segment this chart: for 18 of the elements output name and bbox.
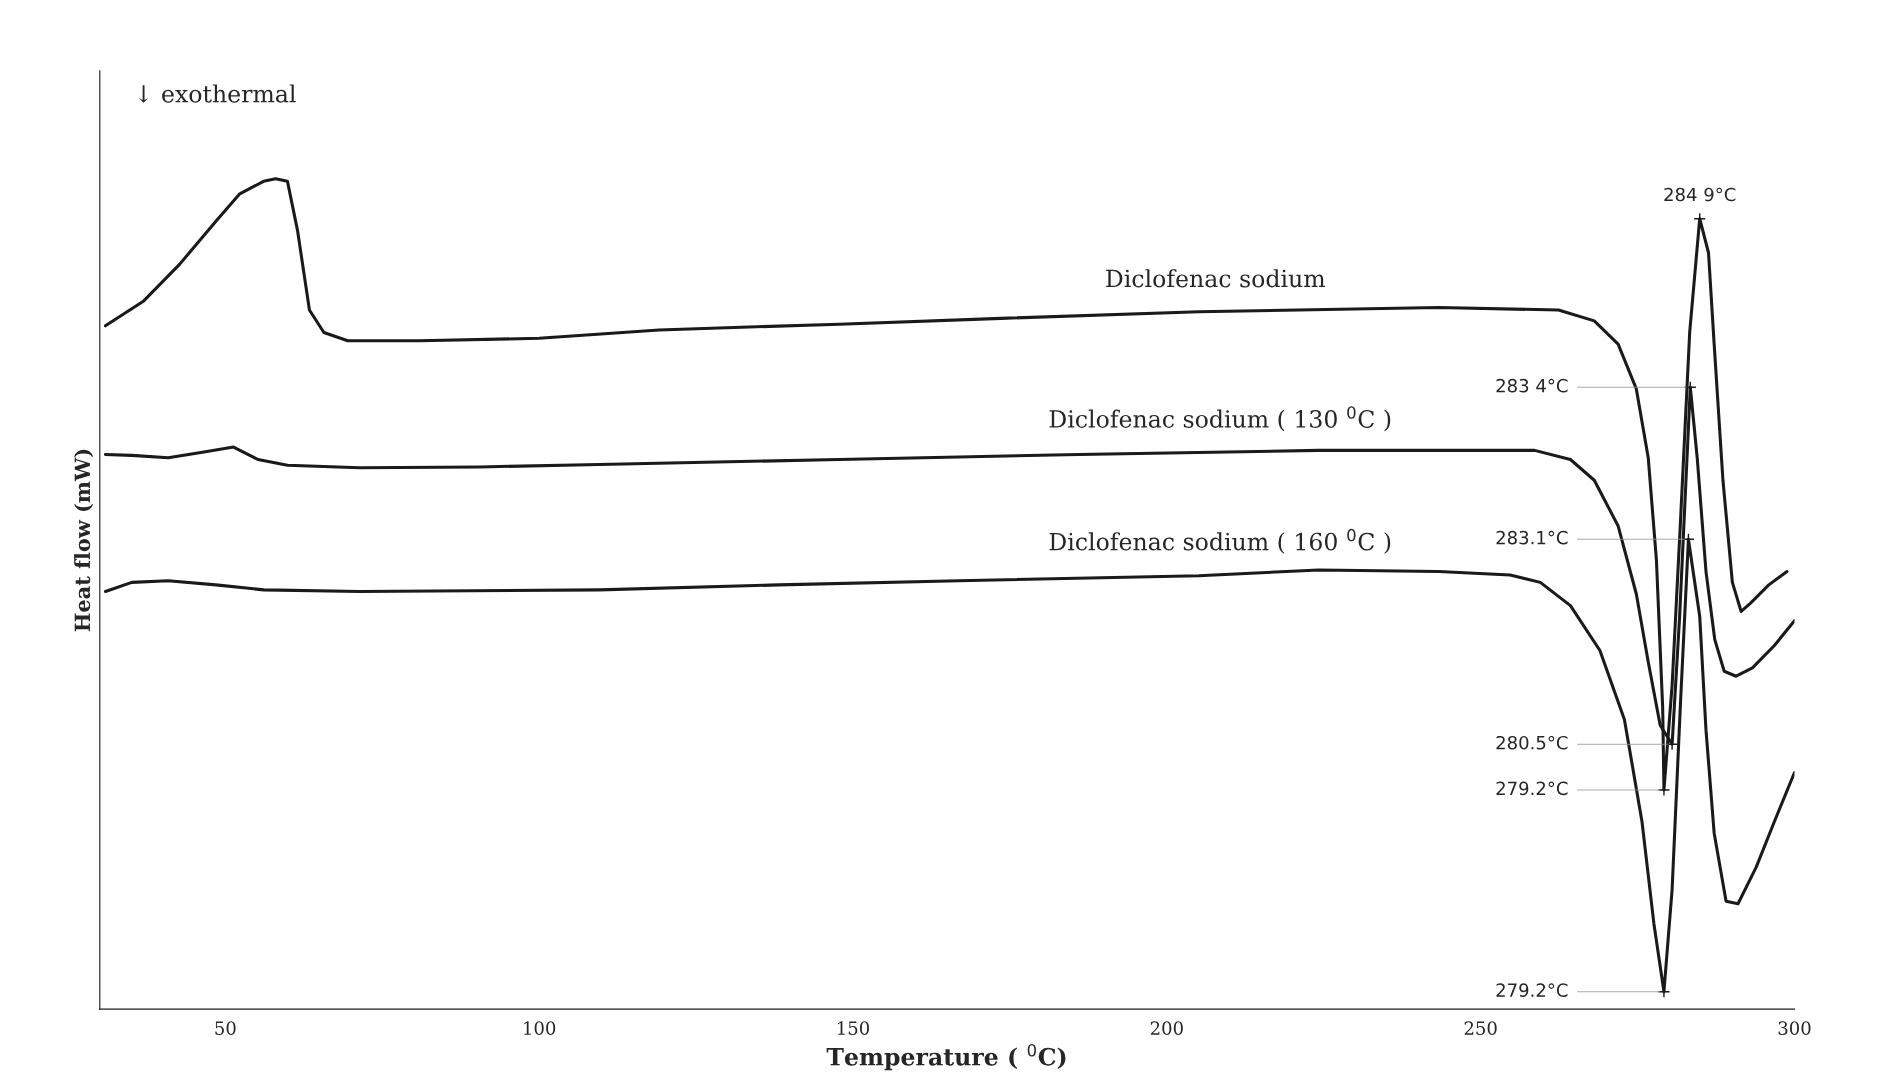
x-axis-title: Temperature ( $^{0}$C) [826, 1044, 1066, 1071]
x-tick-label: 100 [524, 1021, 556, 1035]
text: ↓ exothermal [138, 84, 296, 103]
series-label: Diclofenac sodium [1106, 269, 1325, 288]
series-label: Diclofenac sodium ( 130 $^{0}$C ) [1049, 406, 1391, 432]
annotation: 283.1°C [1496, 530, 1568, 545]
series-label: Diclofenac sodium ( 160 $^{0}$C ) [1049, 528, 1391, 554]
annotation: 283 4°C [1496, 378, 1568, 393]
x-tick-label: 250 [1464, 1021, 1497, 1035]
x-tick-label: 300 [1778, 1021, 1811, 1035]
y-axis-title: Heat flow (mW) [74, 449, 94, 632]
annotation: 280.5°C [1496, 735, 1568, 750]
annotation: 279.2°C [1496, 781, 1568, 796]
x-tick-label: 200 [1150, 1021, 1183, 1035]
x-tick-label: 150 [837, 1021, 870, 1035]
annotation: 279.2°C [1496, 983, 1568, 997]
annotation: 284 9°C [1664, 187, 1736, 202]
x-tick-label: 50 [215, 1021, 236, 1035]
